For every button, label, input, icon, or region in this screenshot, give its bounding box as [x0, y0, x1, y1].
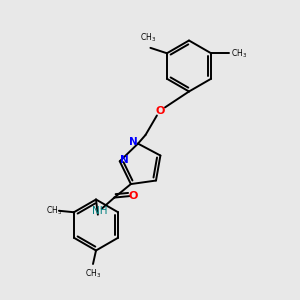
Text: NH: NH: [92, 206, 107, 216]
Text: CH$_3$: CH$_3$: [46, 205, 62, 217]
Text: CH$_3$: CH$_3$: [140, 32, 156, 44]
Text: N: N: [120, 155, 129, 165]
Text: O: O: [156, 106, 165, 116]
Text: CH$_3$: CH$_3$: [232, 47, 247, 59]
Text: N: N: [129, 137, 138, 147]
Text: CH$_3$: CH$_3$: [85, 267, 101, 280]
Text: O: O: [128, 191, 138, 201]
